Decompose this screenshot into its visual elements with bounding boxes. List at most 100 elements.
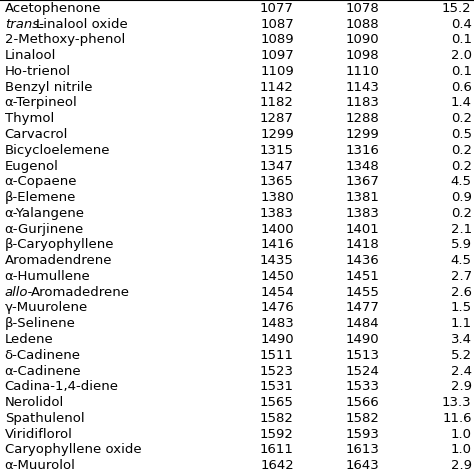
Text: 1454: 1454 (260, 286, 294, 299)
Text: 1582: 1582 (346, 412, 379, 425)
Text: 15.2: 15.2 (442, 2, 472, 15)
Text: α-Cadinene: α-Cadinene (5, 365, 82, 378)
Text: 1183: 1183 (346, 96, 379, 109)
Text: 1109: 1109 (260, 65, 294, 78)
Text: 4.5: 4.5 (451, 175, 472, 188)
Text: 1483: 1483 (260, 317, 294, 330)
Text: 1182: 1182 (260, 96, 294, 109)
Text: 0.1: 0.1 (451, 33, 472, 46)
Text: 1455: 1455 (346, 286, 379, 299)
Text: 1477: 1477 (346, 301, 379, 314)
Text: 1531: 1531 (260, 380, 294, 393)
Text: 5.2: 5.2 (450, 349, 472, 362)
Text: 1643: 1643 (346, 459, 379, 472)
Text: 1.5: 1.5 (450, 301, 472, 314)
Text: 1142: 1142 (260, 81, 294, 94)
Text: Aromadedrene: Aromadedrene (31, 286, 130, 299)
Text: 1.1: 1.1 (450, 317, 472, 330)
Text: allo-: allo- (5, 286, 33, 299)
Text: 2.0: 2.0 (451, 49, 472, 62)
Text: 1400: 1400 (260, 223, 294, 236)
Text: 1097: 1097 (260, 49, 294, 62)
Text: 5.9: 5.9 (451, 238, 472, 251)
Text: 1380: 1380 (260, 191, 294, 204)
Text: δ-Cadinene: δ-Cadinene (5, 349, 81, 362)
Text: 1288: 1288 (346, 112, 379, 125)
Text: α-Gurjinene: α-Gurjinene (5, 223, 84, 236)
Text: 1611: 1611 (260, 443, 294, 456)
Text: 1348: 1348 (346, 160, 379, 173)
Text: 1416: 1416 (260, 238, 294, 251)
Text: 1523: 1523 (260, 365, 294, 378)
Text: 1524: 1524 (346, 365, 379, 378)
Text: γ-Muurolene: γ-Muurolene (5, 301, 88, 314)
Text: trans-: trans- (5, 18, 44, 31)
Text: 13.3: 13.3 (442, 396, 472, 409)
Text: 1566: 1566 (346, 396, 379, 409)
Text: 1.4: 1.4 (451, 96, 472, 109)
Text: 2.1: 2.1 (450, 223, 472, 236)
Text: 1435: 1435 (260, 254, 294, 267)
Text: 1484: 1484 (346, 317, 379, 330)
Text: 0.5: 0.5 (451, 128, 472, 141)
Text: 1287: 1287 (260, 112, 294, 125)
Text: Ho-trienol: Ho-trienol (5, 65, 71, 78)
Text: Ledene: Ledene (5, 333, 54, 346)
Text: 1299: 1299 (260, 128, 294, 141)
Text: 1565: 1565 (260, 396, 294, 409)
Text: 1436: 1436 (346, 254, 379, 267)
Text: Nerolidol: Nerolidol (5, 396, 64, 409)
Text: 1451: 1451 (346, 270, 379, 283)
Text: β-Elemene: β-Elemene (5, 191, 76, 204)
Text: β-Selinene: β-Selinene (5, 317, 76, 330)
Text: Thymol: Thymol (5, 112, 54, 125)
Text: 1.0: 1.0 (451, 443, 472, 456)
Text: 1078: 1078 (346, 2, 379, 15)
Text: Carvacrol: Carvacrol (5, 128, 68, 141)
Text: 1098: 1098 (346, 49, 379, 62)
Text: 0.2: 0.2 (451, 207, 472, 220)
Text: 1490: 1490 (260, 333, 294, 346)
Text: 0.1: 0.1 (451, 65, 472, 78)
Text: α-Muurolol: α-Muurolol (5, 459, 76, 472)
Text: 1450: 1450 (260, 270, 294, 283)
Text: Acetophenone: Acetophenone (5, 2, 101, 15)
Text: Viridiflorol: Viridiflorol (5, 428, 73, 441)
Text: 1077: 1077 (260, 2, 294, 15)
Text: 1347: 1347 (260, 160, 294, 173)
Text: 1613: 1613 (346, 443, 379, 456)
Text: β-Caryophyllene: β-Caryophyllene (5, 238, 114, 251)
Text: α-Terpineol: α-Terpineol (5, 96, 77, 109)
Text: 1365: 1365 (260, 175, 294, 188)
Text: 1110: 1110 (346, 65, 379, 78)
Text: 1582: 1582 (260, 412, 294, 425)
Text: 4.5: 4.5 (451, 254, 472, 267)
Text: 3.4: 3.4 (451, 333, 472, 346)
Text: 1593: 1593 (346, 428, 379, 441)
Text: 2.9: 2.9 (451, 380, 472, 393)
Text: Spathulenol: Spathulenol (5, 412, 84, 425)
Text: 1143: 1143 (346, 81, 379, 94)
Text: Benzyl nitrile: Benzyl nitrile (5, 81, 92, 94)
Text: α-Copaene: α-Copaene (5, 175, 77, 188)
Text: Cadina-1,4-diene: Cadina-1,4-diene (5, 380, 119, 393)
Text: α-Humullene: α-Humullene (5, 270, 91, 283)
Text: 2-Methoxy-phenol: 2-Methoxy-phenol (5, 33, 125, 46)
Text: 0.2: 0.2 (451, 112, 472, 125)
Text: 0.2: 0.2 (451, 160, 472, 173)
Text: 1089: 1089 (260, 33, 294, 46)
Text: 1087: 1087 (260, 18, 294, 31)
Text: 0.4: 0.4 (451, 18, 472, 31)
Text: 1401: 1401 (346, 223, 379, 236)
Text: Aromadendrene: Aromadendrene (5, 254, 112, 267)
Text: 1383: 1383 (260, 207, 294, 220)
Text: 1533: 1533 (345, 380, 379, 393)
Text: 1.0: 1.0 (451, 428, 472, 441)
Text: 1299: 1299 (346, 128, 379, 141)
Text: 11.6: 11.6 (442, 412, 472, 425)
Text: 1511: 1511 (260, 349, 294, 362)
Text: 1088: 1088 (346, 18, 379, 31)
Text: Eugenol: Eugenol (5, 160, 59, 173)
Text: 0.6: 0.6 (451, 81, 472, 94)
Text: 1090: 1090 (346, 33, 379, 46)
